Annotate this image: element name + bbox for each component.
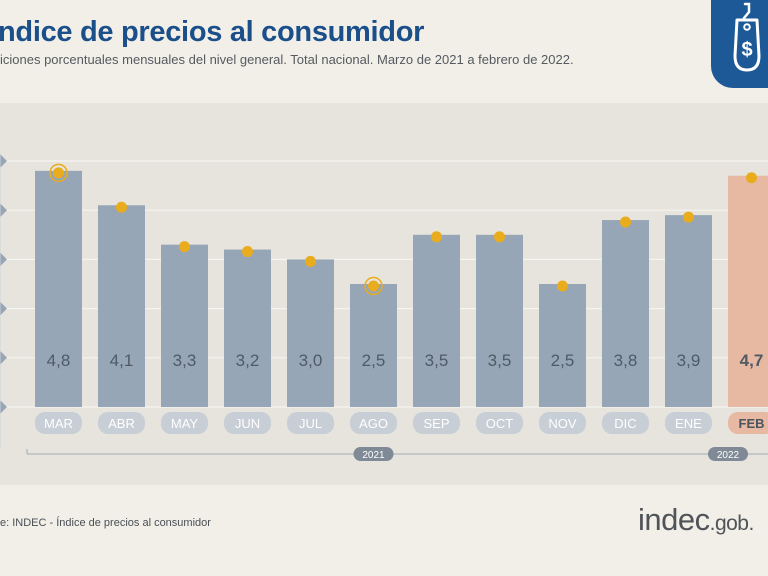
year-pill <box>353 447 394 461</box>
value-marker <box>368 280 379 292</box>
axis-marker <box>0 400 7 414</box>
tick-pill <box>35 412 82 434</box>
tick-pill <box>602 412 649 434</box>
tick-pill <box>728 412 768 434</box>
marker-ring <box>364 276 383 296</box>
marker-ring <box>49 163 68 183</box>
logo-domain: .gob. <box>709 512 755 535</box>
bar-chart: 4,8 MAR 4,1 ABR 3,3 MAY 3,2 JUN 3,0 JUL 2,5 AGO 3,5 S… <box>0 153 768 461</box>
tick-label: FEB <box>739 416 765 431</box>
bar <box>476 234 523 407</box>
data-label: 3,3 <box>173 351 197 370</box>
page-title: ndice de precios al consumidor <box>0 16 425 48</box>
value-marker <box>179 241 190 253</box>
year-label: 2021 <box>362 450 385 461</box>
year-label: 2022 <box>717 450 740 461</box>
value-marker <box>557 280 568 292</box>
tick-pill <box>665 412 712 434</box>
data-label: 4,1 <box>110 351 134 370</box>
tick-label: MAY <box>171 416 199 431</box>
year-pill <box>708 447 748 461</box>
value-marker <box>305 255 316 267</box>
logo-main: indec <box>638 502 710 537</box>
indec-logo: indec.gob. <box>638 502 754 538</box>
tick-label: ENE <box>675 416 702 431</box>
bar <box>665 215 712 407</box>
tick-pill <box>98 412 145 434</box>
bar <box>602 220 649 407</box>
bar <box>287 259 334 407</box>
data-label: 3,5 <box>425 351 449 370</box>
bar <box>413 234 460 407</box>
tick-label: NOV <box>548 416 577 431</box>
data-label: 4,8 <box>47 351 71 370</box>
axis-marker <box>0 301 7 316</box>
bar <box>35 170 82 407</box>
svg-text:$: $ <box>741 39 752 61</box>
tick-label: AGO <box>359 416 388 431</box>
tick-label: DIC <box>614 416 636 431</box>
tick-pill <box>413 412 460 434</box>
price-badge: $ <box>711 0 768 88</box>
value-marker <box>116 201 127 213</box>
chart-panel: 4,8 MAR 4,1 ABR 3,3 MAY 3,2 JUN 3,0 JUL 2,5 AGO 3,5 S… <box>0 103 768 485</box>
bar <box>539 284 586 407</box>
tick-label: MAR <box>44 416 73 431</box>
data-label: 2,5 <box>551 351 575 370</box>
value-marker <box>620 216 631 228</box>
data-label: 3,0 <box>299 351 323 370</box>
bar <box>350 284 397 407</box>
value-marker <box>431 231 442 243</box>
tick-pill <box>350 412 397 434</box>
tick-label: SEP <box>423 416 449 431</box>
data-label: 3,2 <box>236 351 260 370</box>
tick-pill <box>287 412 334 434</box>
bar <box>161 244 208 407</box>
tick-label: JUN <box>235 416 260 431</box>
price-tag-dollar-icon: $ <box>733 2 761 72</box>
tick-label: ABR <box>108 416 135 431</box>
tick-label: JUL <box>299 416 322 431</box>
tick-pill <box>161 412 208 434</box>
axis-marker <box>0 203 7 218</box>
axis-marker <box>0 252 7 267</box>
value-marker <box>242 246 253 258</box>
source-note: e: INDEC - Índice de precios al consumid… <box>0 517 211 529</box>
bar <box>98 205 145 407</box>
data-label: 3,8 <box>614 351 638 370</box>
bar <box>224 249 271 407</box>
tick-pill <box>476 412 523 434</box>
axis-marker <box>0 350 7 365</box>
value-marker <box>53 167 64 179</box>
page-subtitle: iciones porcentuales mensuales del nivel… <box>0 52 574 67</box>
tick-label: OCT <box>486 416 514 431</box>
value-marker <box>683 211 694 223</box>
axis-marker <box>0 154 7 168</box>
data-label: 2,5 <box>362 351 386 370</box>
value-marker <box>494 231 505 243</box>
data-label: 3,9 <box>677 351 701 370</box>
bar <box>728 175 768 407</box>
tick-pill <box>224 412 271 434</box>
value-marker <box>746 172 757 184</box>
data-label: 4,7 <box>740 351 764 370</box>
tick-pill <box>539 412 586 434</box>
data-label: 3,5 <box>488 351 512 370</box>
